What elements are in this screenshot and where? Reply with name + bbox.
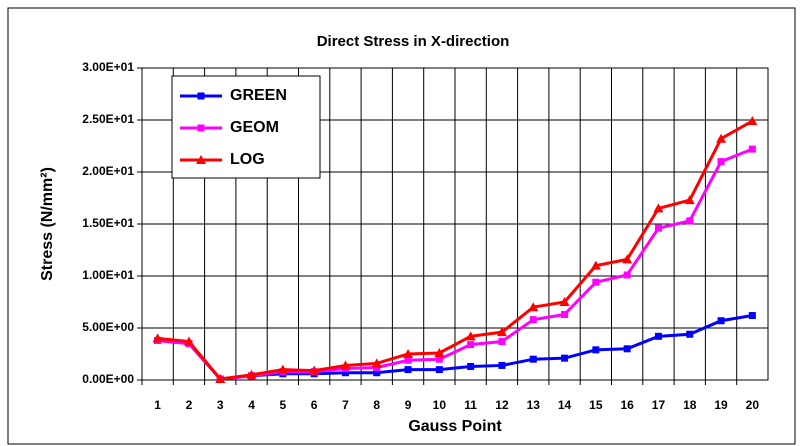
marker: [592, 346, 600, 354]
marker: [277, 364, 288, 374]
y-tick-label: 0.00E+00: [82, 372, 134, 386]
marker: [654, 332, 662, 340]
x-axis-title: Gauss Point: [408, 418, 502, 435]
x-tick-label: 7: [342, 398, 349, 412]
y-tick-label: 1.50E+01: [82, 216, 134, 230]
marker: [246, 369, 257, 379]
marker: [403, 349, 414, 358]
y-axis-title: Stress (N/mm²): [39, 167, 56, 281]
y-tick-label: 1.00E+01: [82, 268, 134, 282]
x-tick-label: 6: [311, 398, 318, 412]
marker: [498, 361, 506, 369]
y-tick-label: 2.50E+01: [82, 112, 134, 126]
marker: [373, 369, 381, 377]
marker: [528, 302, 539, 312]
legend-label: GREEN: [230, 87, 287, 104]
marker: [435, 355, 443, 363]
x-tick-label: 16: [620, 398, 634, 412]
legend-label: GEOM: [230, 119, 279, 136]
y-tick-label: 3.00E+01: [82, 60, 134, 74]
x-tick-label: 12: [495, 398, 509, 412]
marker: [748, 312, 756, 320]
marker: [623, 345, 631, 353]
marker: [717, 158, 725, 166]
x-tick-label: 3: [217, 398, 224, 412]
chart-title: Direct Stress in X-direction: [317, 33, 510, 50]
x-tick-label: 14: [558, 398, 572, 412]
marker: [467, 341, 475, 349]
marker: [434, 347, 445, 357]
series-line: [157, 119, 754, 381]
x-tick-label: 13: [527, 398, 541, 412]
marker: [684, 195, 695, 205]
marker: [196, 155, 206, 164]
marker: [529, 355, 537, 363]
marker: [654, 224, 662, 232]
marker: [340, 360, 351, 370]
marker: [716, 133, 727, 143]
x-tick-label: 17: [652, 398, 666, 412]
marker: [197, 124, 205, 132]
marker: [215, 373, 226, 383]
marker: [496, 327, 507, 337]
marker: [183, 336, 194, 346]
marker: [653, 203, 664, 213]
marker: [371, 358, 382, 368]
x-tick-label: 2: [186, 398, 193, 412]
marker: [748, 145, 756, 153]
marker: [309, 365, 320, 375]
marker: [559, 297, 570, 306]
marker: [404, 356, 412, 364]
marker: [465, 331, 476, 341]
x-tick-label: 4: [248, 398, 255, 412]
marker: [561, 310, 569, 318]
marker: [561, 354, 569, 362]
marker: [686, 217, 694, 225]
legend-label: LOG: [230, 151, 265, 168]
x-tick-label: 18: [683, 398, 697, 412]
marker: [717, 317, 725, 325]
x-tick-label: 19: [714, 398, 728, 412]
x-tick-label: 8: [373, 398, 380, 412]
marker: [498, 338, 506, 346]
marker: [467, 362, 475, 370]
marker: [592, 278, 600, 286]
marker: [622, 254, 633, 264]
y-tick-label: 5.00E+00: [82, 320, 134, 334]
x-tick-label: 10: [433, 398, 447, 412]
marker: [152, 333, 163, 343]
marker: [404, 366, 412, 374]
marker: [623, 271, 631, 279]
x-tick-label: 20: [746, 398, 760, 412]
x-tick-label: 5: [280, 398, 287, 412]
marker: [529, 316, 537, 324]
marker: [435, 366, 443, 374]
x-tick-label: 11: [464, 398, 477, 412]
marker: [590, 260, 601, 270]
x-tick-label: 15: [589, 398, 603, 412]
marker: [197, 92, 205, 100]
marker: [686, 330, 694, 338]
marker: [373, 364, 381, 372]
y-tick-label: 2.00E+01: [82, 164, 134, 178]
marker: [341, 369, 349, 377]
marker: [747, 116, 758, 126]
x-tick-label: 9: [405, 398, 412, 412]
x-tick-label: 1: [154, 398, 161, 412]
